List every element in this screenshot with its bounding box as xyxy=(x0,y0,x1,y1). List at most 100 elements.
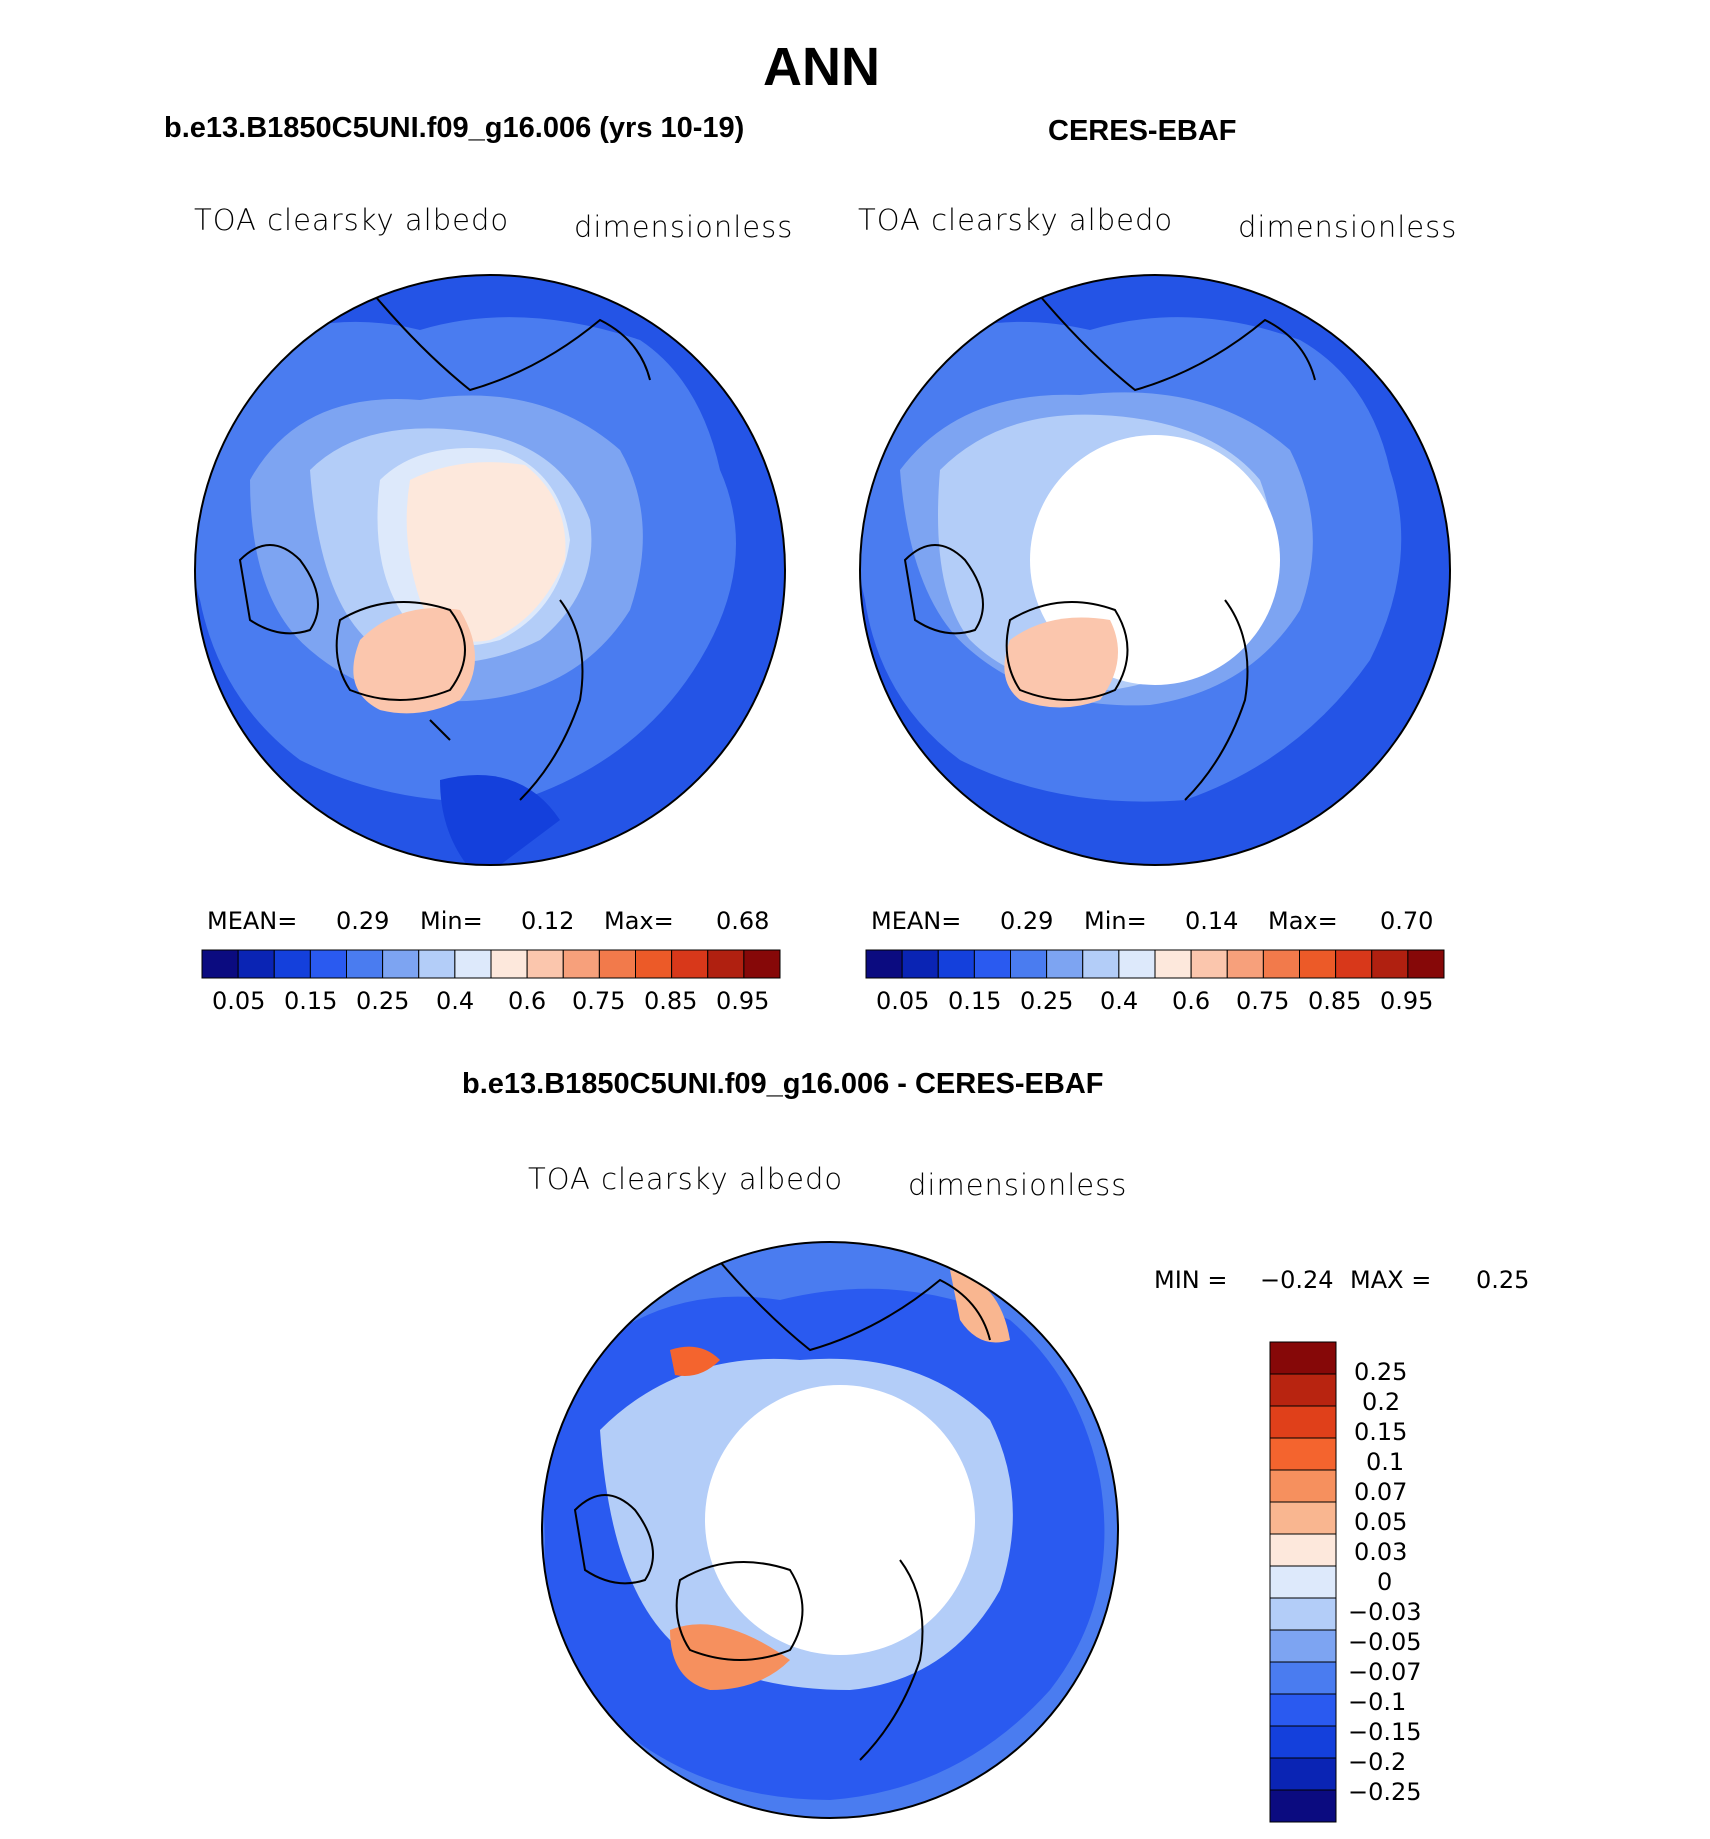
left-colorbar-tick: 0.95 xyxy=(716,987,770,1015)
right-colorbar-swatch xyxy=(1118,949,1156,979)
difference-colorbar-swatch xyxy=(1269,1469,1337,1503)
difference-colorbar-tick: 0.03 xyxy=(1354,1538,1408,1566)
difference-colorbar xyxy=(1269,1341,1337,1823)
difference-colorbar-tick: −0.1 xyxy=(1348,1688,1407,1716)
difference-colorbar-swatch xyxy=(1269,1757,1337,1791)
difference-colorbar-tick: 0.1 xyxy=(1366,1448,1405,1476)
left-colorbar-swatch xyxy=(707,949,745,979)
right-colorbar-swatch xyxy=(1082,949,1120,979)
left-panel-units: dimensionless xyxy=(574,210,794,244)
right-map xyxy=(860,275,1450,865)
difference-colorbar-tick: −0.25 xyxy=(1348,1778,1422,1806)
right-colorbar-tick: 0.95 xyxy=(1380,987,1434,1015)
difference-colorbar-swatch xyxy=(1269,1661,1337,1695)
left-colorbar-swatch xyxy=(237,949,275,979)
right-panel-variable: TOA clearsky albedo xyxy=(858,203,1174,237)
difference-map xyxy=(542,1242,1118,1818)
left-map xyxy=(195,275,785,865)
right-colorbar-swatch xyxy=(901,949,939,979)
right-min-value: 0.14 xyxy=(1185,907,1239,935)
difference-colorbar-swatch xyxy=(1269,1565,1337,1599)
right-max-label: Max= xyxy=(1268,907,1338,935)
left-colorbar-tick: 0.05 xyxy=(212,987,266,1015)
difference-colorbar-tick: −0.03 xyxy=(1348,1598,1422,1626)
difference-colorbar-tick: 0.25 xyxy=(1354,1358,1408,1386)
left-colorbar-swatch xyxy=(743,949,781,979)
right-mean-value: 0.29 xyxy=(1000,907,1054,935)
difference-colorbar-swatch xyxy=(1269,1437,1337,1471)
difference-max-value: 0.25 xyxy=(1476,1266,1530,1294)
left-colorbar-swatch xyxy=(418,949,456,979)
right-colorbar-tick: 0.15 xyxy=(948,987,1002,1015)
right-mean-label: MEAN= xyxy=(871,907,962,935)
difference-colorbar-tick: 0.05 xyxy=(1354,1508,1408,1536)
right-colorbar-swatch xyxy=(1190,949,1228,979)
left-mean-label: MEAN= xyxy=(207,907,298,935)
difference-colorbar-tick: −0.05 xyxy=(1348,1628,1422,1656)
difference-max-label: MAX = xyxy=(1350,1266,1432,1294)
left-colorbar-swatch xyxy=(490,949,528,979)
left-colorbar-swatch xyxy=(526,949,564,979)
left-colorbar-tick: 0.4 xyxy=(436,987,475,1015)
right-colorbar-swatch xyxy=(973,949,1011,979)
left-colorbar-tick: 0.85 xyxy=(644,987,698,1015)
left-panel-case-title: b.e13.B1850C5UNI.f09_g16.006 (yrs 10-19) xyxy=(164,112,745,144)
right-colorbar-swatch xyxy=(865,949,903,979)
left-colorbar xyxy=(201,949,781,979)
left-colorbar-swatch xyxy=(346,949,384,979)
right-panel-case-title: CERES-EBAF xyxy=(1048,115,1237,147)
difference-colorbar-tick: −0.15 xyxy=(1348,1718,1422,1746)
difference-min-value: −0.24 xyxy=(1260,1266,1334,1294)
left-colorbar-swatch xyxy=(273,949,311,979)
difference-colorbar-swatch xyxy=(1269,1629,1337,1663)
right-colorbar-tick: 0.75 xyxy=(1236,987,1290,1015)
difference-colorbar-swatch xyxy=(1269,1725,1337,1759)
right-colorbar-swatch xyxy=(1262,949,1300,979)
left-colorbar-swatch xyxy=(598,949,636,979)
right-colorbar-swatch xyxy=(1154,949,1192,979)
right-colorbar-tick: 0.85 xyxy=(1308,987,1362,1015)
left-colorbar-swatch xyxy=(562,949,600,979)
difference-colorbar-swatch xyxy=(1269,1789,1337,1823)
right-colorbar-tick: 0.4 xyxy=(1100,987,1139,1015)
left-colorbar-swatch xyxy=(201,949,239,979)
right-colorbar-swatch xyxy=(1010,949,1048,979)
left-min-label: Min= xyxy=(420,907,483,935)
difference-units: dimensionless xyxy=(908,1168,1128,1202)
difference-colorbar-tick: 0.07 xyxy=(1354,1478,1408,1506)
left-max-value: 0.68 xyxy=(716,907,770,935)
right-max-value: 0.70 xyxy=(1380,907,1434,935)
left-colorbar-swatch xyxy=(382,949,420,979)
difference-colorbar-tick: 0.2 xyxy=(1362,1388,1401,1416)
left-colorbar-tick: 0.25 xyxy=(356,987,410,1015)
left-colorbar-tick: 0.6 xyxy=(508,987,547,1015)
difference-colorbar-swatch xyxy=(1269,1341,1337,1375)
left-colorbar-swatch xyxy=(309,949,347,979)
right-colorbar-swatch xyxy=(1407,949,1445,979)
difference-colorbar-swatch xyxy=(1269,1693,1337,1727)
right-colorbar-tick: 0.05 xyxy=(876,987,930,1015)
difference-colorbar-swatch xyxy=(1269,1373,1337,1407)
right-map-border xyxy=(859,274,1451,866)
left-colorbar-tick: 0.75 xyxy=(572,987,626,1015)
right-colorbar-swatch xyxy=(1371,949,1409,979)
right-panel-units: dimensionless xyxy=(1238,210,1458,244)
left-colorbar-swatch xyxy=(635,949,673,979)
right-colorbar-swatch xyxy=(1226,949,1264,979)
left-panel-variable: TOA clearsky albedo xyxy=(194,203,510,237)
difference-colorbar-tick: −0.2 xyxy=(1348,1748,1407,1776)
left-mean-value: 0.29 xyxy=(336,907,390,935)
difference-colorbar-swatch xyxy=(1269,1597,1337,1631)
left-min-value: 0.12 xyxy=(521,907,575,935)
right-colorbar xyxy=(865,949,1445,979)
left-colorbar-swatch xyxy=(454,949,492,979)
right-colorbar-tick: 0.6 xyxy=(1172,987,1211,1015)
right-colorbar-swatch xyxy=(937,949,975,979)
left-colorbar-swatch xyxy=(671,949,709,979)
difference-colorbar-swatch xyxy=(1269,1501,1337,1535)
right-colorbar-swatch xyxy=(1335,949,1373,979)
difference-colorbar-swatch xyxy=(1269,1405,1337,1439)
left-map-border xyxy=(194,274,786,866)
page-title: ANN xyxy=(763,37,880,97)
left-colorbar-tick: 0.15 xyxy=(284,987,338,1015)
